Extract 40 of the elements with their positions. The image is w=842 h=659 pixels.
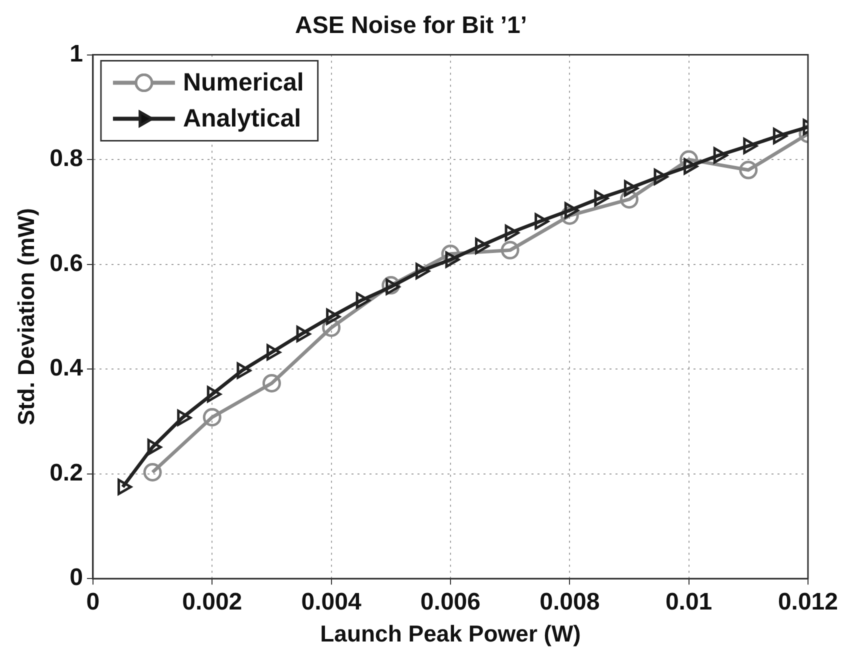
point (445, 251, 460, 268)
chart-title: ASE Noise for Bit ’1’ (294, 12, 528, 40)
point (743, 138, 758, 154)
point (564, 202, 579, 219)
x-tick-label: 0.008 (540, 588, 600, 616)
point (266, 344, 281, 360)
y-tick-label: 1 (70, 40, 83, 68)
point (534, 213, 550, 230)
y-tick-label: 0.8 (50, 145, 83, 172)
point (684, 158, 698, 175)
x-axis-title: Launch Peak Power (W) (320, 620, 581, 647)
point (147, 438, 162, 456)
point (296, 326, 311, 342)
legend-label: Numerical (182, 68, 304, 97)
point (326, 308, 341, 325)
y-tick-label: 0.6 (50, 250, 83, 277)
x-tick-label: 0.01 (665, 588, 712, 616)
point (475, 238, 490, 254)
point (177, 410, 192, 426)
x-tick-label: 0.006 (420, 588, 480, 616)
x-tick-label: 0.004 (301, 588, 362, 616)
point (713, 147, 728, 164)
point (504, 224, 520, 242)
point (654, 168, 668, 186)
point (772, 128, 788, 144)
point (386, 278, 400, 296)
point (415, 262, 430, 280)
y-axis-title: Std. Deviation (mW) (13, 208, 40, 426)
x-tick-label: 0.002 (182, 588, 242, 616)
point (356, 292, 370, 309)
y-tick-label: 0 (70, 564, 83, 592)
point (594, 190, 609, 206)
point (236, 362, 252, 379)
point (624, 180, 638, 197)
point (118, 478, 132, 496)
legend-label: Analytical (182, 104, 302, 133)
point (206, 386, 222, 402)
y-tick-label: 0.2 (50, 459, 83, 486)
y-tick-label: 0.4 (50, 354, 84, 382)
x-tick-label: 0.012 (778, 588, 838, 616)
